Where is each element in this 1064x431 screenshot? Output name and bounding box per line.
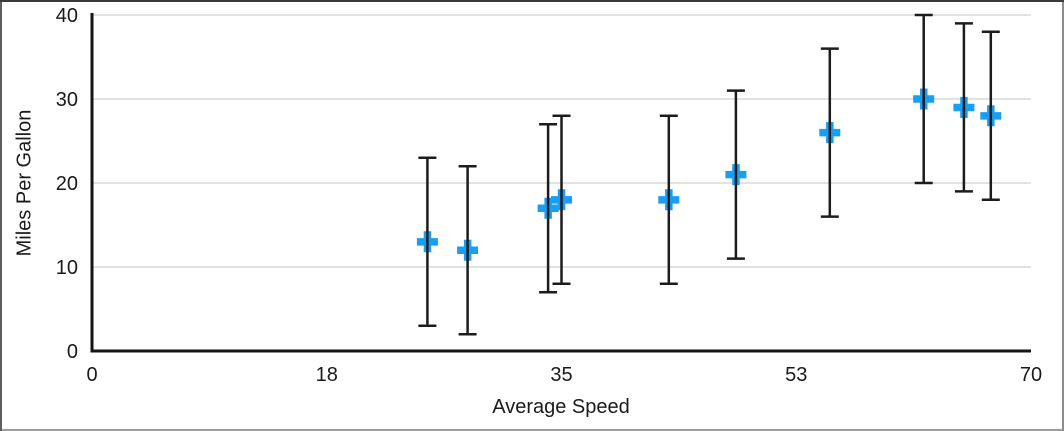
y-tick-label: 0 — [67, 341, 78, 363]
x-tick-label: 18 — [316, 364, 338, 386]
y-tick-label: 10 — [56, 257, 78, 279]
x-tick-label: 53 — [785, 364, 807, 386]
x-axis-title: Average Speed — [492, 396, 630, 418]
x-tick-label: 0 — [86, 364, 97, 386]
y-tick-label: 30 — [56, 89, 78, 111]
y-tick-label: 40 — [56, 5, 78, 27]
x-tick-label: 35 — [550, 364, 572, 386]
y-axis-title: Miles Per Gallon — [13, 109, 36, 257]
x-tick-label: 70 — [1020, 364, 1042, 386]
y-tick-label: 20 — [56, 173, 78, 195]
